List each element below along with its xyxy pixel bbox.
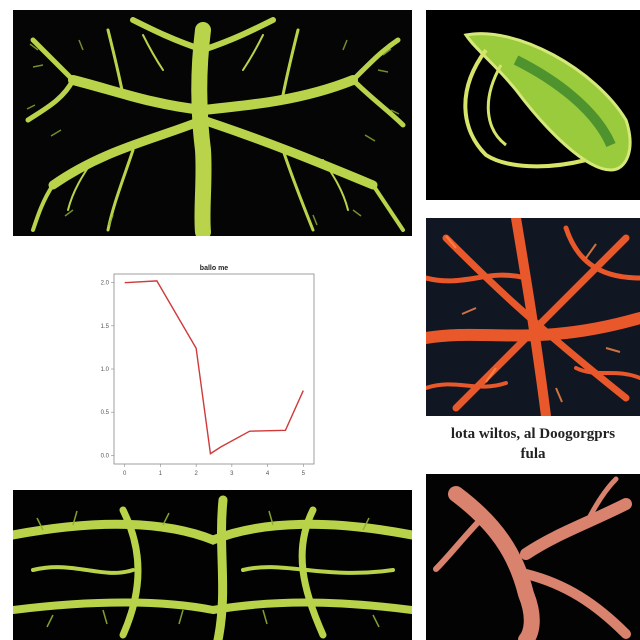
x-tick-label: 0 bbox=[123, 471, 127, 477]
red-vessel-network-image bbox=[426, 218, 640, 416]
x-tick-label: 5 bbox=[302, 471, 306, 477]
y-tick-label: 1.0 bbox=[101, 367, 110, 373]
line-chart: ballo me 2.0 1.5 1.0 0.5 0.0 0 1 2 3 4 5 bbox=[84, 258, 334, 480]
line-chart-svg: ballo me 2.0 1.5 1.0 0.5 0.0 0 1 2 3 4 5 bbox=[101, 265, 315, 477]
y-tick-label: 1.5 bbox=[101, 324, 110, 330]
x-tick-label: 1 bbox=[159, 471, 163, 477]
green-vessel-network-image bbox=[13, 490, 412, 640]
pink-vessel-branches-image bbox=[426, 474, 640, 640]
caption-line-2: fula bbox=[520, 446, 546, 462]
x-tick-label: 4 bbox=[266, 471, 270, 477]
figure-caption: lota wiltos, al Doogorgprs fula bbox=[426, 424, 640, 464]
chart-title: ballo me bbox=[200, 265, 229, 272]
y-tick-label: 2.0 bbox=[101, 281, 110, 287]
green-vessel-tree-graphic bbox=[25, 17, 406, 236]
pink-vessel-branches-graphic bbox=[433, 476, 632, 640]
x-tick-label: 2 bbox=[194, 471, 198, 477]
green-organ-graphic bbox=[463, 32, 632, 172]
y-tick-label: 0.0 bbox=[101, 453, 110, 459]
green-vessel-network-graphic bbox=[13, 495, 412, 640]
y-tick-label: 0.5 bbox=[101, 410, 110, 416]
green-organ-image bbox=[426, 10, 640, 200]
series-line bbox=[124, 280, 304, 455]
caption-line-1: lota wiltos, al Doogorgprs bbox=[450, 426, 616, 442]
green-vessel-tree-image bbox=[13, 10, 412, 236]
plot-frame bbox=[113, 273, 315, 465]
x-tick-label: 3 bbox=[230, 471, 234, 477]
red-vessel-network-graphic bbox=[426, 218, 640, 416]
